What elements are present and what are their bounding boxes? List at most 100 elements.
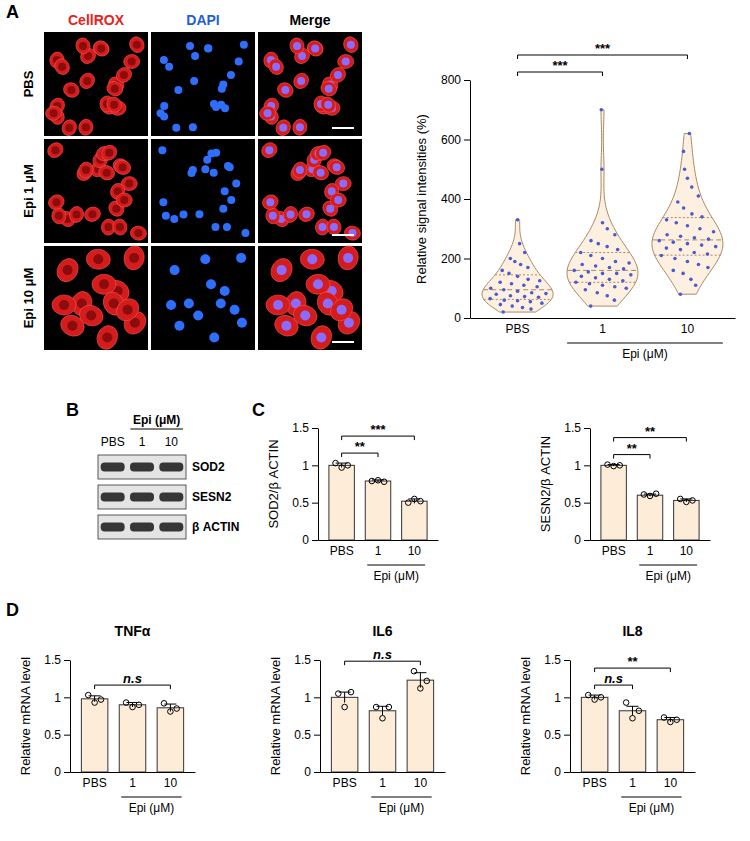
x-tick-label: 1 bbox=[647, 544, 654, 558]
cell-nucleus bbox=[302, 210, 310, 218]
x-tick: 1 bbox=[647, 544, 654, 558]
data-point bbox=[418, 498, 424, 504]
cell-body bbox=[68, 205, 85, 224]
data-point bbox=[513, 260, 517, 264]
cell-body bbox=[282, 205, 299, 224]
data-point bbox=[686, 224, 690, 228]
data-point bbox=[623, 700, 629, 706]
cell-body bbox=[267, 255, 296, 286]
violin-median bbox=[567, 270, 638, 271]
data-point bbox=[574, 281, 578, 285]
y-axis-line bbox=[570, 661, 571, 773]
data-point bbox=[516, 275, 520, 279]
micrograph-background bbox=[258, 32, 362, 136]
y-tick-mark bbox=[312, 465, 318, 466]
blot-band bbox=[159, 493, 183, 502]
y-tick-label: 0 bbox=[554, 765, 561, 779]
cell-body bbox=[113, 64, 134, 85]
data-point bbox=[613, 233, 617, 237]
y-tick: 1 bbox=[54, 691, 70, 705]
significance-label: *** bbox=[595, 41, 611, 56]
data-point bbox=[589, 304, 593, 308]
error-bar bbox=[594, 695, 595, 699]
cell-nucleus bbox=[172, 124, 180, 132]
data-point bbox=[690, 498, 696, 504]
y-tick: 400 bbox=[441, 192, 470, 206]
data-point bbox=[579, 251, 583, 255]
micrograph bbox=[44, 244, 150, 352]
cell-nucleus bbox=[210, 100, 218, 108]
data-point bbox=[516, 299, 520, 303]
x-axis-line bbox=[321, 772, 446, 773]
cell-body bbox=[46, 192, 67, 212]
cell-nucleus bbox=[191, 52, 199, 60]
data-point bbox=[676, 200, 680, 204]
y-axis: 00.511.5 bbox=[292, 421, 318, 547]
blot-strip bbox=[98, 485, 186, 509]
cell-nucleus bbox=[311, 44, 319, 52]
cell-nucleus bbox=[232, 180, 240, 188]
cell-body bbox=[330, 193, 346, 207]
data-point bbox=[585, 692, 591, 698]
x-tick: 10 bbox=[408, 544, 422, 558]
data-point bbox=[601, 257, 605, 261]
data-point bbox=[381, 479, 387, 485]
panel-letter: B bbox=[66, 400, 79, 420]
y-tick-label: 0 bbox=[454, 311, 461, 325]
data-point bbox=[519, 263, 523, 267]
micrograph-background bbox=[44, 32, 148, 136]
error-bar bbox=[132, 703, 133, 707]
chart-violin: 0200400600800PBS110Epi (μM)Relative sign… bbox=[414, 41, 736, 361]
data-point bbox=[375, 477, 381, 483]
column-header: CellROX bbox=[68, 12, 125, 28]
cell-nucleus bbox=[330, 223, 338, 231]
data-point bbox=[615, 272, 619, 276]
cell-nucleus bbox=[174, 321, 184, 331]
data-point bbox=[707, 237, 711, 241]
y-tick: 1.5 bbox=[564, 421, 590, 435]
cell-nucleus bbox=[50, 109, 58, 117]
data-point bbox=[600, 167, 604, 171]
data-point bbox=[595, 291, 599, 295]
cell-nucleus bbox=[88, 210, 96, 218]
data-point bbox=[538, 279, 542, 283]
data-point bbox=[123, 700, 129, 706]
cell-body bbox=[326, 294, 357, 325]
row-header: Epi 1 μM bbox=[21, 164, 36, 217]
data-point bbox=[693, 236, 697, 240]
data-point bbox=[523, 251, 527, 255]
data-point bbox=[424, 678, 430, 684]
data-point bbox=[614, 260, 618, 264]
data-point bbox=[530, 291, 534, 295]
x-tick: 1 bbox=[375, 544, 382, 558]
cell-nucleus bbox=[313, 279, 323, 289]
data-point bbox=[686, 260, 690, 264]
data-point bbox=[694, 283, 698, 287]
cell-nucleus bbox=[272, 63, 280, 71]
micrograph bbox=[258, 32, 362, 138]
cell-body bbox=[308, 323, 335, 353]
data-point bbox=[580, 263, 584, 267]
cell-body bbox=[51, 207, 67, 224]
cell-nucleus bbox=[160, 56, 168, 64]
y-tick-mark bbox=[64, 697, 70, 698]
data-point bbox=[636, 708, 642, 714]
y-tick-mark bbox=[314, 697, 320, 698]
cell-nucleus bbox=[281, 86, 289, 94]
x-axis-line bbox=[319, 540, 439, 541]
violin-quartile bbox=[655, 255, 721, 256]
y-axis: 00.511.5 bbox=[544, 653, 570, 779]
cell-nucleus bbox=[59, 300, 69, 310]
cell-nucleus bbox=[265, 146, 273, 154]
cell-body bbox=[291, 118, 308, 136]
cell-nucleus bbox=[307, 254, 317, 264]
cell-nucleus bbox=[316, 332, 326, 342]
y-tick: 0 bbox=[304, 765, 320, 779]
cell-nucleus bbox=[241, 229, 249, 237]
cell-nucleus bbox=[206, 279, 216, 289]
bar bbox=[619, 711, 646, 772]
cell-nucleus bbox=[223, 223, 231, 231]
cell-nucleus bbox=[201, 165, 209, 173]
data-point bbox=[700, 215, 704, 219]
error-bar bbox=[170, 704, 171, 711]
